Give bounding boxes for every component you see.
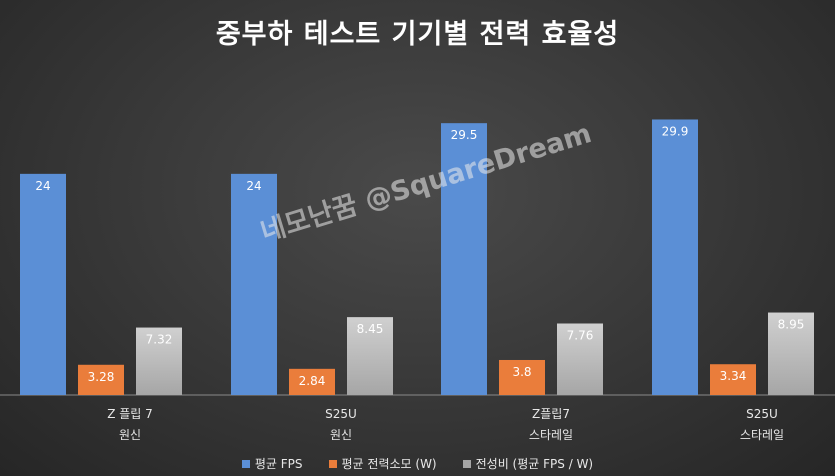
category-label-1-0: S25U (325, 407, 357, 421)
data-label-3-2: 8.95 (778, 318, 805, 332)
data-label-0-2: 7.32 (146, 333, 173, 347)
bar-3-1 (710, 364, 756, 395)
data-label-3-0: 29.9 (662, 124, 689, 138)
legend-label-2: 전성비 (평균 FPS / W) (475, 457, 594, 471)
category-label-1-1: 원신 (330, 428, 352, 442)
category-label-0-1: 원신 (119, 428, 141, 442)
bar-0-1 (78, 364, 124, 395)
chart-legend: 평균 FPS 평균 전력소모 (W) 전성비 (평균 FPS / W) (0, 455, 835, 472)
data-label-1-0: 24 (246, 179, 261, 193)
data-label-1-1: 2.84 (299, 374, 326, 388)
legend-label-1: 평균 전력소모 (W) (341, 457, 437, 471)
data-label-3-1: 3.34 (720, 369, 747, 383)
bar-2-1 (499, 359, 545, 395)
bar-1-2 (347, 317, 393, 395)
bar-1-0 (231, 173, 277, 395)
data-label-0-0: 24 (35, 179, 50, 193)
category-label-3-0: S25U (746, 407, 778, 421)
data-label-2-1: 3.8 (512, 365, 531, 379)
bar-0-2 (136, 327, 182, 395)
category-label-3-1: 스타레일 (740, 428, 784, 442)
category-label-2-0: Z플립7 (532, 407, 570, 421)
chart-title: 중부하 테스트 기기별 전력 효율성 (215, 19, 620, 50)
data-label-2-2: 7.76 (567, 328, 594, 342)
legend-swatch-0 (241, 459, 250, 468)
data-label-2-0: 29.5 (451, 128, 478, 142)
legend-item-2: 전성비 (평균 FPS / W) (462, 455, 594, 472)
legend-label-0: 평균 FPS (254, 457, 303, 471)
category-label-0-0: Z 플립 7 (107, 407, 153, 421)
legend-item-1: 평균 전력소모 (W) (328, 455, 437, 472)
bar-1-1 (289, 368, 335, 395)
bar-3-2 (768, 312, 814, 395)
bar-2-2 (557, 323, 603, 395)
data-label-1-2: 8.45 (357, 322, 384, 336)
legend-swatch-1 (328, 459, 337, 468)
data-label-0-1: 3.28 (88, 370, 115, 384)
bar-3-0 (652, 119, 698, 396)
legend-item-0: 평균 FPS (241, 455, 303, 472)
bar-2-0 (441, 123, 487, 395)
legend-swatch-2 (462, 459, 471, 468)
category-label-2-1: 스타레일 (529, 428, 573, 442)
bar-0-0 (20, 173, 66, 395)
